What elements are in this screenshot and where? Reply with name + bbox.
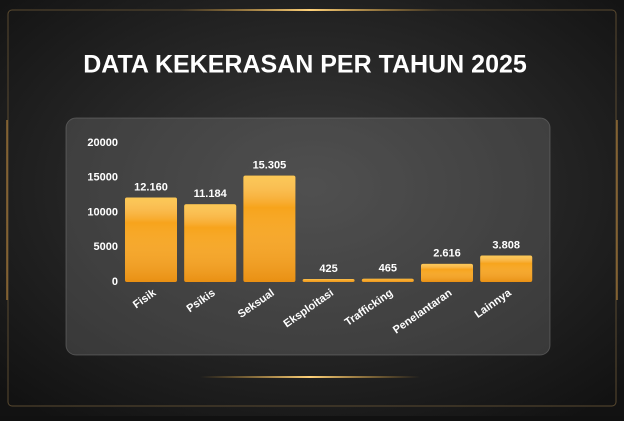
value-label: 11.184 <box>194 188 228 200</box>
bar-shine <box>243 175 296 282</box>
bar-shine <box>184 204 237 282</box>
bar-shine <box>361 278 414 282</box>
value-label: 465 <box>379 263 397 275</box>
glow-line <box>180 9 440 11</box>
chart-title: DATA KEKERASAN PER TAHUN 2025 <box>83 51 527 79</box>
bar-shine <box>302 279 355 282</box>
bar-shine <box>125 197 177 282</box>
glow-line <box>616 120 618 300</box>
value-label: 3.808 <box>492 239 520 251</box>
value-label: 2.616 <box>433 248 461 260</box>
y-tick-label: 10000 <box>87 206 118 218</box>
glow-line <box>6 120 8 300</box>
bar-shine <box>480 255 533 282</box>
y-tick-label: 0 <box>112 276 118 288</box>
y-tick-label: 15000 <box>87 172 118 184</box>
y-tick-label: 20000 <box>87 137 118 149</box>
value-label: 12.160 <box>134 181 168 193</box>
value-label: 15.305 <box>253 160 287 172</box>
value-label: 425 <box>319 263 337 275</box>
y-tick-label: 5000 <box>94 241 118 253</box>
chart-panel <box>65 117 551 356</box>
bar-shine <box>421 263 473 282</box>
glow-line <box>200 376 420 378</box>
